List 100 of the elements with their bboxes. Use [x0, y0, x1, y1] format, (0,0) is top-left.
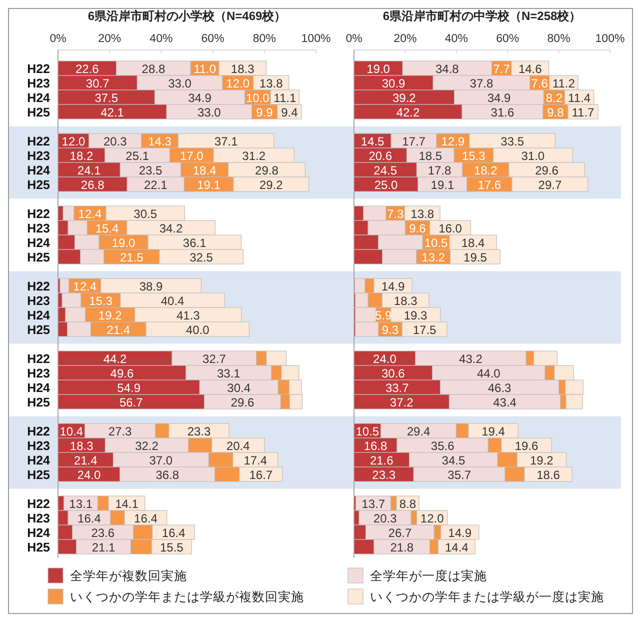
data-label: 32.2	[135, 438, 159, 453]
data-label: 12.0	[420, 511, 444, 526]
legend-label: いくつかの学年または学級が複数回実施	[70, 589, 304, 604]
data-label: 18.5	[418, 148, 442, 163]
data-label: 26.7	[388, 526, 412, 540]
data-label: 37.5	[94, 90, 118, 105]
data-label: 9.6	[409, 221, 426, 236]
data-label: 42.2	[396, 105, 420, 120]
x-tick-label: 60%	[201, 33, 224, 45]
data-label: 10.0	[246, 90, 270, 105]
data-label: 31.6	[490, 105, 514, 120]
legend-label: 全学年が一度は実施	[370, 568, 487, 583]
data-label: 10.4	[60, 424, 84, 438]
y-tick-label: H24	[27, 526, 50, 540]
data-label: 21.4	[106, 322, 130, 337]
data-label: 17.6	[478, 178, 502, 192]
data-label: 33.0	[198, 105, 222, 120]
data-label: 13.1	[69, 496, 93, 511]
data-label: 18.4	[192, 163, 217, 178]
data-label: 24.0	[77, 468, 101, 482]
data-label: 41.3	[176, 308, 200, 322]
data-label: 34.9	[188, 90, 212, 105]
data-label: 44.2	[103, 352, 128, 366]
x-tick-label: 40%	[150, 33, 173, 45]
data-label: 33.7	[385, 380, 410, 395]
legend-label: いくつかの学年または学級が一度は実施	[370, 589, 604, 604]
data-label: 10.5	[356, 424, 380, 438]
data-label: 15.3	[89, 294, 113, 308]
data-label: 29.4	[406, 424, 431, 438]
data-label: 31.0	[521, 148, 545, 163]
y-tick-label: H25	[27, 395, 50, 410]
data-label: 20.3	[373, 511, 398, 526]
data-label: 30.6	[381, 366, 406, 380]
data-label: 14.9	[448, 526, 472, 540]
data-label: 19.5	[464, 250, 488, 264]
data-label: 12.0	[226, 76, 250, 90]
data-label: 37.8	[470, 76, 494, 90]
y-tick-label: H23	[27, 148, 50, 163]
y-tick-label: H25	[27, 322, 50, 337]
data-label: 20.3	[103, 134, 128, 148]
y-tick-label: H24	[27, 90, 50, 105]
data-label: 29.8	[255, 163, 279, 178]
data-label: 9.4	[281, 105, 298, 120]
data-label: 21.1	[92, 540, 116, 554]
x-tick-label: 20%	[394, 33, 417, 45]
data-label: 9.8	[547, 105, 564, 120]
data-label: 19.2	[98, 308, 122, 322]
data-label: 18.6	[536, 468, 560, 482]
y-tick-label: H23	[27, 294, 50, 308]
data-label: 21.4	[74, 453, 98, 468]
data-label: 19.0	[112, 236, 136, 250]
data-label: 16.8	[364, 438, 388, 453]
y-tick-label: H22	[27, 352, 50, 366]
x-tick-label: 100%	[595, 33, 625, 45]
data-label: 12.4	[73, 279, 97, 294]
data-label: 17.5	[412, 322, 437, 337]
data-label: 32.5	[190, 250, 214, 264]
data-label: 42.1	[100, 105, 124, 120]
data-label: 25.0	[374, 178, 398, 192]
data-label: 37.1	[214, 134, 238, 148]
data-label: 39.2	[392, 90, 416, 105]
y-tick-label: H25	[27, 540, 50, 554]
data-label: 22.1	[144, 178, 168, 192]
data-label: 34.9	[487, 90, 512, 105]
y-tick-label: H24	[27, 163, 50, 178]
data-label: 34.5	[442, 453, 466, 468]
data-label: 30.9	[382, 76, 406, 90]
data-label: 18.3	[394, 294, 418, 308]
data-label: 43.4	[493, 395, 517, 410]
data-label: 19.6	[514, 438, 539, 453]
data-label: 37.0	[149, 453, 173, 468]
y-tick-label: H24	[27, 236, 50, 250]
data-label: 35.7	[448, 468, 472, 482]
data-label: 11.0	[194, 62, 216, 76]
data-label: 18.3	[230, 62, 255, 76]
data-label: 31.2	[242, 148, 266, 163]
data-label: 19.3	[404, 308, 428, 322]
data-label: 16.0	[438, 221, 462, 236]
y-tick-label: H25	[27, 250, 50, 264]
data-label: 18.2	[70, 148, 94, 163]
data-label: 16.7	[249, 468, 273, 482]
data-label: 14.9	[381, 279, 406, 294]
y-tick-label: H25	[27, 105, 50, 120]
x-tick-label: 80%	[252, 33, 276, 45]
y-tick-label: H24	[27, 380, 50, 395]
data-label: 11.1	[274, 90, 296, 105]
x-tick-label: 40%	[444, 33, 468, 45]
data-label: 40.4	[160, 294, 185, 308]
data-label: 35.6	[430, 438, 455, 453]
data-label: 18.4	[461, 236, 486, 250]
x-tick-label: 20%	[98, 33, 122, 45]
data-label: 13.7	[362, 496, 386, 511]
data-label: 19.1	[430, 178, 454, 192]
data-label: 24.0	[373, 352, 397, 366]
y-tick-label: H22	[27, 134, 50, 148]
data-label: 43.2	[459, 352, 483, 366]
data-label: 7.3	[387, 206, 404, 221]
data-label: 29.2	[259, 178, 284, 192]
data-label: 49.6	[110, 366, 134, 380]
y-tick-label: H23	[27, 511, 50, 526]
